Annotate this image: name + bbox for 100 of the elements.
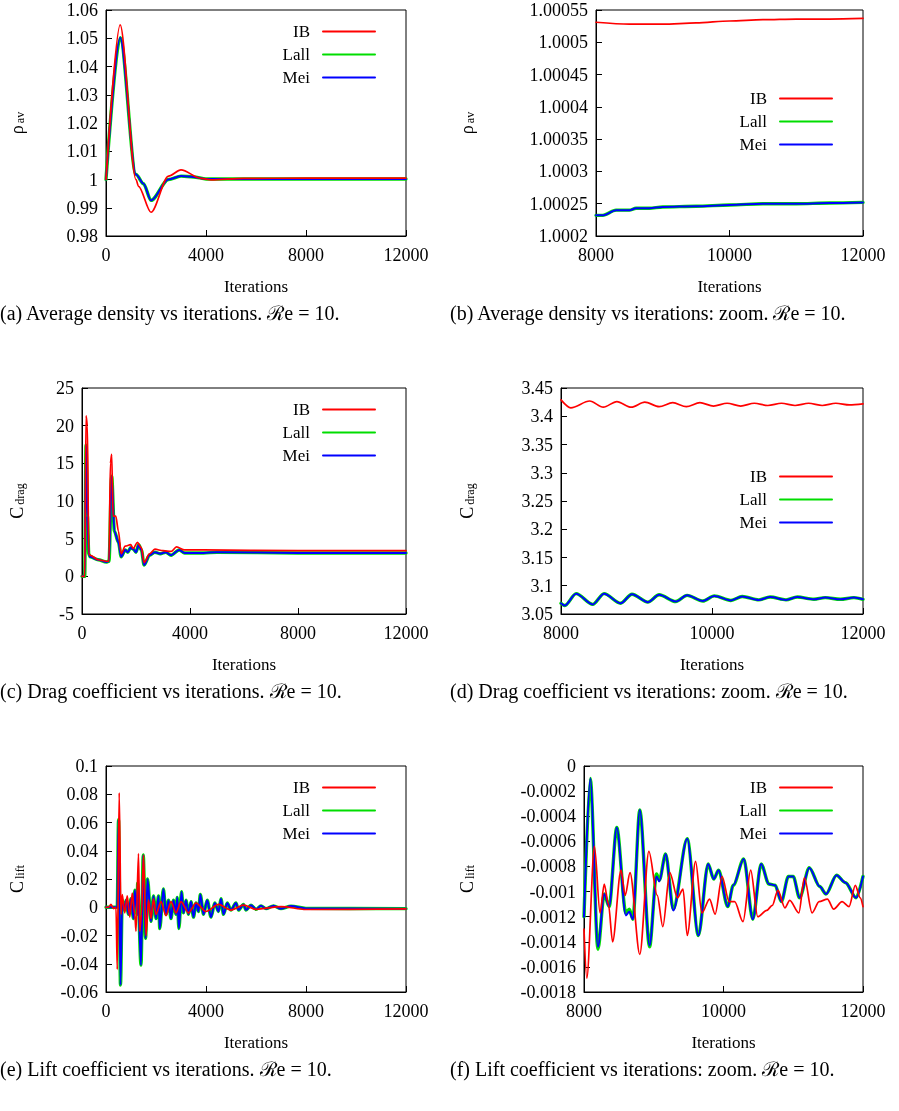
y-tick-label: 25 xyxy=(56,378,74,398)
y-axis-title: ρav xyxy=(7,111,27,135)
y-tick-label: -0.0012 xyxy=(520,906,576,927)
y-tick-label: -0.0018 xyxy=(520,982,576,1002)
y-tick-label: 0 xyxy=(567,756,576,776)
y-tick-label: 1.00035 xyxy=(529,129,588,150)
x-tick-label: 8000 xyxy=(566,1001,602,1021)
y-tick-label: 0.08 xyxy=(66,784,98,805)
x-tick-label: 8000 xyxy=(578,245,614,265)
x-axis-title: Iterations xyxy=(223,277,289,296)
y-tick-label: 15 xyxy=(56,453,74,474)
y-tick-label: 1.00045 xyxy=(529,64,588,85)
legend-label: IB xyxy=(750,778,767,797)
y-axis-title: Clift xyxy=(457,864,477,894)
y-tick-label: -0.02 xyxy=(60,925,98,946)
y-tick-label: 0.04 xyxy=(66,840,98,861)
legend-label: Lall xyxy=(739,490,768,509)
x-tick-label: 10000 xyxy=(689,623,735,643)
x-axis-title: Iterations xyxy=(679,655,745,674)
y-tick-label: 5 xyxy=(65,528,74,549)
y-tick-label: 1.05 xyxy=(66,28,98,49)
y-tick-label: -0.001 xyxy=(529,881,576,902)
x-tick-label: 8000 xyxy=(280,623,316,643)
y-tick-label: 20 xyxy=(56,415,74,436)
text: (a) Average density vs iterations. ℛe = 10. xyxy=(0,301,341,326)
y-tick-label: -0.0008 xyxy=(520,856,576,877)
y-tick-label: 0 xyxy=(89,897,98,918)
legend-label: Lall xyxy=(739,801,768,820)
y-tick-label: 3.1 xyxy=(530,575,553,596)
x-axis-title: Iterations xyxy=(211,655,277,674)
x-tick-label: 8000 xyxy=(543,623,579,643)
y-tick-label: 3.35 xyxy=(521,434,553,455)
y-tick-label: 1.04 xyxy=(66,56,98,77)
y-tick-label: 1.02 xyxy=(66,113,98,133)
y-tick-label: 0.1 xyxy=(75,756,98,776)
text: (f) Lift coefficient vs iterations: zoom. ℛe = 10. xyxy=(450,1057,836,1082)
legend-label: Mei xyxy=(739,824,768,843)
x-tick-label: 8000 xyxy=(288,245,324,265)
x-tick-label: 4000 xyxy=(172,623,208,643)
y-tick-label: 1.0005 xyxy=(538,32,588,53)
y-tick-label: 1.0002 xyxy=(538,226,588,246)
legend-label: Lall xyxy=(282,801,311,820)
y-tick-label: 1.0003 xyxy=(538,161,588,182)
y-axis-title: ρav xyxy=(457,111,477,135)
x-tick-label: 8000 xyxy=(288,1001,324,1021)
y-tick-label: -0.0006 xyxy=(520,831,576,852)
text: (c) Drag coefficient vs iterations. ℛe = 10. xyxy=(0,679,343,704)
y-tick-label: 3.2 xyxy=(530,519,553,540)
x-tick-label: 12000 xyxy=(383,245,429,265)
text: (e) Lift coefficient vs iterations. ℛe = 10. xyxy=(0,1057,333,1082)
y-tick-label: -0.0014 xyxy=(520,931,576,952)
y-tick-label: 1.06 xyxy=(66,0,98,20)
y-tick-label: 1.00055 xyxy=(529,0,588,20)
y-tick-label: 1.00025 xyxy=(529,193,588,214)
y-tick-label: -0.0016 xyxy=(520,956,576,977)
y-tick-label: 3.15 xyxy=(521,547,553,568)
y-tick-label: 0.99 xyxy=(66,197,98,218)
text: (d) Drag coefficient vs iterations: zoom. ℛe = 10. xyxy=(450,679,849,704)
y-tick-label: 3.3 xyxy=(530,462,553,483)
legend-label: IB xyxy=(293,22,310,41)
x-tick-label: 12000 xyxy=(383,1001,429,1021)
x-tick-label: 10000 xyxy=(701,1001,746,1021)
x-tick-label: 4000 xyxy=(188,245,224,265)
x-axis-title: Iterations xyxy=(697,277,762,296)
y-tick-label: 3.45 xyxy=(521,378,553,398)
legend-label: IB xyxy=(293,400,310,419)
x-tick-label: 12000 xyxy=(383,623,429,643)
y-tick-label: 1 xyxy=(89,169,98,190)
y-tick-label: 0 xyxy=(65,566,74,587)
x-axis-title: Iterations xyxy=(223,1033,289,1052)
legend-label: Lall xyxy=(739,112,768,131)
y-axis-title: Cdrag xyxy=(7,483,27,519)
y-tick-label: 0.98 xyxy=(66,226,98,246)
x-tick-label: 12000 xyxy=(840,1001,886,1021)
y-tick-label: 3.05 xyxy=(521,604,553,624)
legend-label: Mei xyxy=(282,446,311,465)
y-tick-label: 0.02 xyxy=(66,869,98,889)
y-tick-label: -5 xyxy=(59,604,74,624)
legend-label: IB xyxy=(293,778,310,797)
legend-label: Mei xyxy=(282,824,311,843)
legend-label: IB xyxy=(750,467,767,486)
x-tick-label: 10000 xyxy=(707,245,752,265)
legend-label: IB xyxy=(750,89,767,108)
y-tick-label: 1.03 xyxy=(66,84,98,105)
y-tick-label: -0.06 xyxy=(60,982,98,1002)
y-axis-title: Clift xyxy=(7,864,27,894)
legend-label: Lall xyxy=(282,423,311,442)
legend-label: Mei xyxy=(739,135,768,154)
y-tick-label: 3.4 xyxy=(530,406,553,427)
y-tick-label: 3.25 xyxy=(521,491,553,511)
y-tick-label: -0.0004 xyxy=(520,806,576,827)
x-axis-title: Iterations xyxy=(691,1033,756,1052)
x-tick-label: 12000 xyxy=(840,245,886,265)
x-tick-label: 4000 xyxy=(188,1001,224,1021)
legend-label: Lall xyxy=(282,45,311,64)
y-tick-label: -0.0002 xyxy=(520,781,576,802)
text: (b) Average density vs iterations: zoom. ℛe = 10. xyxy=(450,301,847,326)
y-tick-label: 10 xyxy=(56,491,74,511)
y-tick-label: 1.0004 xyxy=(538,96,588,117)
y-axis-title: Cdrag xyxy=(457,483,477,519)
